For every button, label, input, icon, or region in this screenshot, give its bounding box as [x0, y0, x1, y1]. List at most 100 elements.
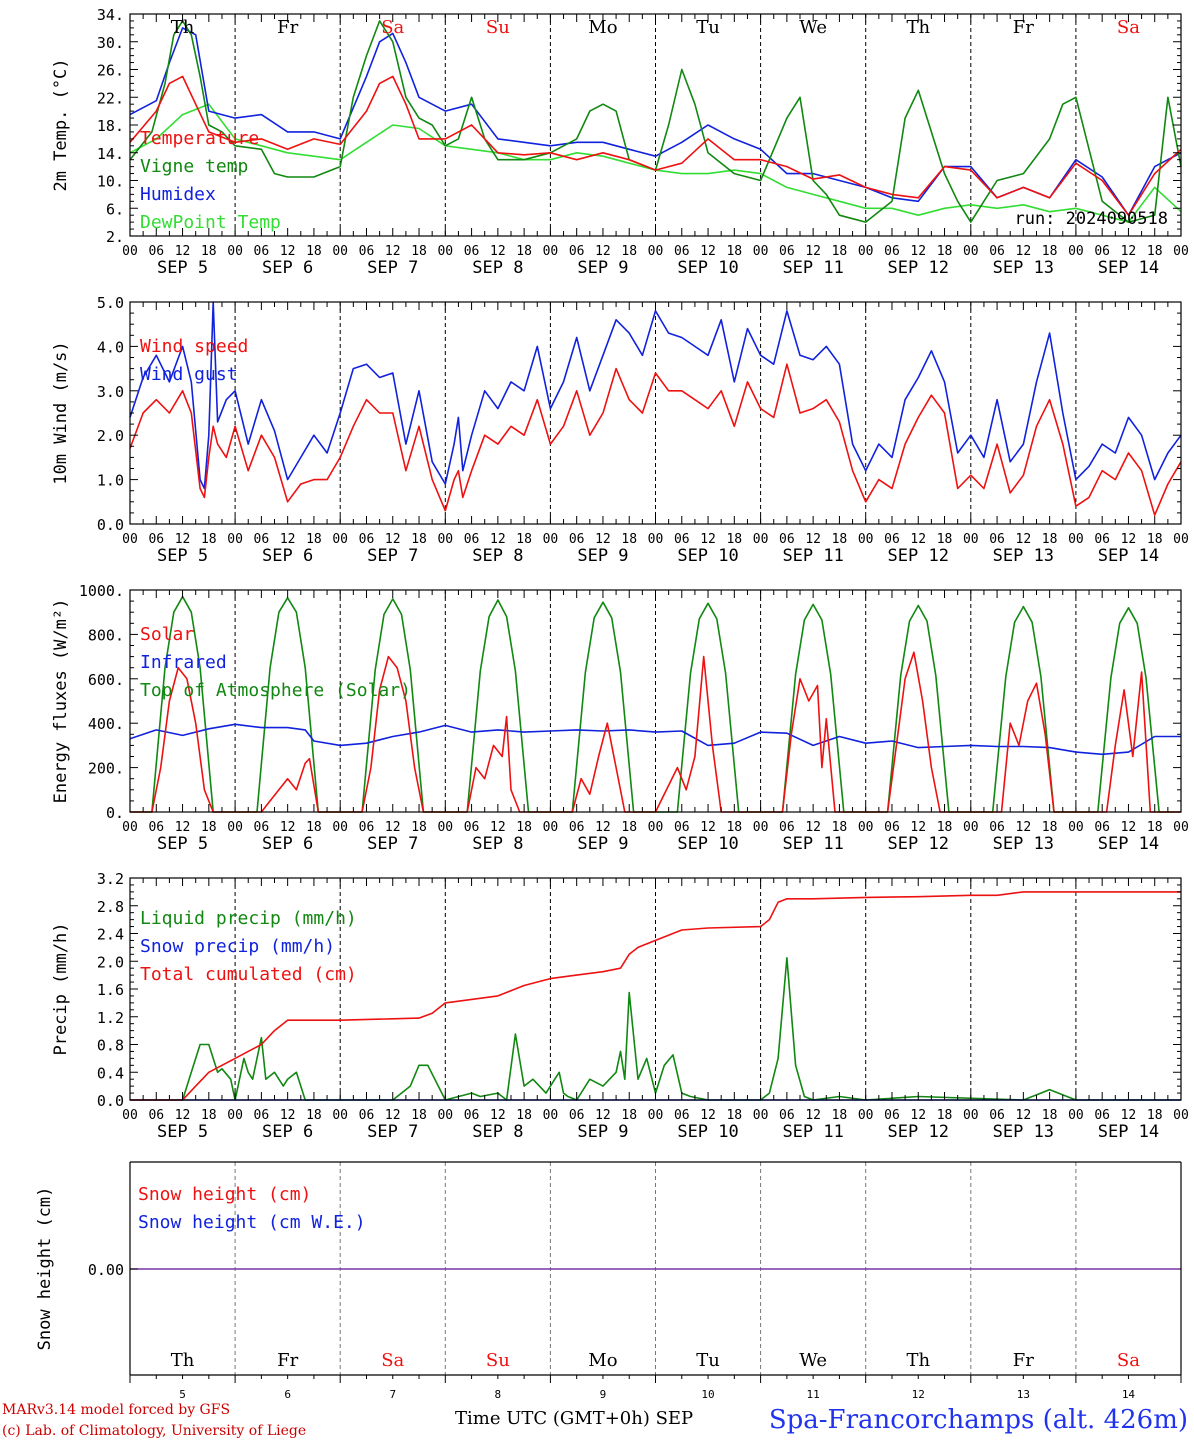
plot-frame [129, 13, 1182, 237]
day-number-label: 9 [600, 1388, 607, 1401]
hour-tick-label: 00 [753, 532, 769, 547]
hour-tick-label: 18 [937, 1108, 953, 1123]
hour-tick-label: 00 [753, 820, 769, 835]
date-label: SEP 12 [888, 546, 949, 566]
date-label: SEP 10 [677, 546, 738, 566]
hour-tick-label: 18 [1147, 820, 1163, 835]
y-tick-label: 0. [106, 804, 124, 822]
hour-tick-label: 00 [227, 244, 243, 259]
y-tick-label: 5.0 [97, 294, 124, 312]
hour-tick-label: 12 [385, 820, 401, 835]
credit-line-2: (c) Lab. of Climatology, University of L… [2, 1423, 306, 1439]
run-label: run: 2024090518 [1014, 209, 1168, 229]
y-tick-label: 2. [106, 228, 124, 246]
hour-tick-label: 12 [490, 820, 506, 835]
y-tick-label: 2.4 [97, 926, 124, 944]
hour-tick-label: 06 [464, 820, 480, 835]
hour-tick-label: 06 [254, 244, 270, 259]
weekday-label: Sa [381, 1350, 404, 1371]
hour-tick-label: 06 [148, 244, 164, 259]
hour-tick-label: 06 [569, 532, 585, 547]
hour-tick-label: 00 [543, 820, 559, 835]
hour-tick-label: 06 [674, 820, 690, 835]
hour-tick-label: 12 [385, 532, 401, 547]
y-tick-label: 22. [97, 89, 124, 107]
hour-tick-label: 00 [1068, 1108, 1084, 1123]
day-number-label: 5 [179, 1388, 186, 1401]
legend-entry: Wind speed [140, 336, 248, 357]
hour-tick-label: 12 [700, 1108, 716, 1123]
legend-entry: Liquid precip (mm/h) [140, 908, 357, 929]
hour-tick-label: 12 [910, 1108, 926, 1123]
hour-tick-label: 00 [648, 244, 664, 259]
hour-tick-label: 18 [726, 820, 742, 835]
hour-tick-label: 18 [621, 244, 637, 259]
hour-tick-label: 18 [306, 244, 322, 259]
weekday-label: Tu [696, 17, 720, 38]
hour-tick-label: 06 [569, 1108, 585, 1123]
hour-tick-label: 12 [805, 820, 821, 835]
day-number-label: 7 [389, 1388, 396, 1401]
hour-tick-label: 00 [858, 1108, 874, 1123]
date-label: SEP 8 [472, 258, 523, 278]
y-tick-label: 2.0 [97, 427, 124, 445]
y-tick-label: 0.00 [88, 1261, 124, 1279]
hour-tick-label: 00 [858, 820, 874, 835]
weekday-label: Su [486, 1350, 510, 1371]
series-line-2 [130, 891, 1181, 1101]
hour-tick-label: 18 [411, 244, 427, 259]
y-tick-label: 3.0 [97, 383, 124, 401]
hour-tick-label: 06 [779, 1108, 795, 1123]
date-label: SEP 8 [472, 1122, 523, 1142]
hour-tick-label: 12 [910, 244, 926, 259]
hour-tick-label: 06 [464, 244, 480, 259]
weekday-label: Fr [277, 1350, 298, 1371]
series-line-0 [129, 75, 1182, 216]
hour-tick-label: 00 [122, 820, 138, 835]
hour-tick-label: 12 [490, 244, 506, 259]
hour-tick-label: 06 [989, 244, 1005, 259]
hour-tick-label: 00 [332, 820, 348, 835]
hour-tick-label: 00 [858, 532, 874, 547]
date-label: SEP 7 [367, 834, 418, 854]
date-label: SEP 11 [782, 258, 843, 278]
hour-tick-label: 18 [516, 820, 532, 835]
y-tick-label: 18. [97, 117, 124, 135]
y-tick-label: 800. [88, 626, 124, 644]
hour-tick-label: 06 [989, 820, 1005, 835]
series-line-1 [129, 723, 1181, 756]
date-label: SEP 7 [367, 1122, 418, 1142]
date-label: SEP 9 [577, 546, 628, 566]
weekday-label: Th [906, 17, 930, 38]
date-label: SEP 12 [888, 258, 949, 278]
day-number-label: 6 [284, 1388, 291, 1401]
hour-tick-label: 00 [437, 532, 453, 547]
date-label: SEP 14 [1098, 546, 1159, 566]
y-tick-label: 1.0 [97, 472, 124, 490]
hour-tick-label: 00 [437, 244, 453, 259]
hour-tick-label: 18 [726, 244, 742, 259]
plot-frame [129, 301, 1182, 525]
date-label: SEP 6 [262, 546, 313, 566]
hour-tick-label: 18 [1147, 532, 1163, 547]
weekday-label: Sa [1117, 1350, 1140, 1371]
hour-tick-label: 06 [1094, 820, 1110, 835]
hour-tick-label: 06 [1094, 1108, 1110, 1123]
hour-tick-label: 00 [332, 1108, 348, 1123]
y-tick-label: 6. [106, 200, 124, 218]
hour-tick-label: 00 [332, 244, 348, 259]
hour-tick-label: 06 [254, 1108, 270, 1123]
hour-tick-label: 12 [385, 1108, 401, 1123]
hour-tick-label: 12 [175, 532, 191, 547]
hour-tick-label: 12 [700, 820, 716, 835]
hour-tick-label: 18 [621, 820, 637, 835]
hour-tick-label: 18 [306, 532, 322, 547]
y-axis-title: 10m Wind (m/s) [51, 341, 71, 484]
hour-tick-label: 06 [779, 532, 795, 547]
hour-tick-label: 00 [437, 820, 453, 835]
credit-line-1: MARv3.14 model forced by GFS [2, 1402, 230, 1418]
series-line-0 [130, 956, 1181, 1101]
y-tick-label: 0.8 [97, 1037, 124, 1055]
date-label: SEP 5 [157, 834, 208, 854]
hour-tick-label: 00 [963, 532, 979, 547]
